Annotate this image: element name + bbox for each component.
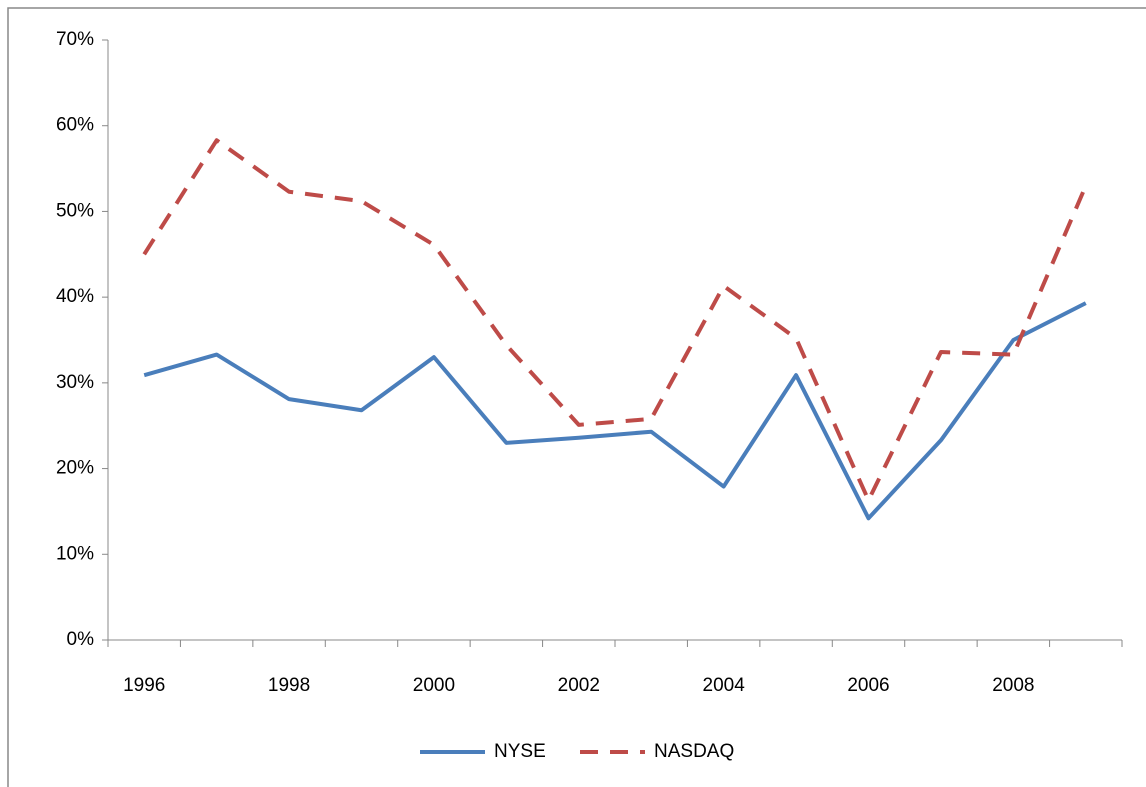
y-tick-label: 0% xyxy=(67,629,95,650)
legend-label: NYSE xyxy=(494,741,546,762)
x-tick-label: 2004 xyxy=(703,675,746,696)
x-tick-label: 2000 xyxy=(413,675,455,696)
y-tick-label: 30% xyxy=(56,372,94,393)
x-tick-label: 1996 xyxy=(123,675,165,696)
y-tick-label: 40% xyxy=(56,286,94,307)
series-line xyxy=(143,301,1087,521)
x-tick-label: 2002 xyxy=(558,675,600,696)
series-line xyxy=(142,138,1088,503)
y-tick-label: 50% xyxy=(56,200,94,221)
x-tick-label: 1998 xyxy=(268,675,310,696)
x-tick-label: 2006 xyxy=(847,675,889,696)
chart-border xyxy=(7,7,1146,787)
y-tick-label: 60% xyxy=(56,115,94,136)
x-tick-label: 2008 xyxy=(992,675,1034,696)
y-tick-label: 70% xyxy=(56,29,94,50)
y-tick-label: 10% xyxy=(56,543,94,564)
legend-label: NASDAQ xyxy=(654,741,734,762)
y-tick-label: 20% xyxy=(56,458,94,479)
